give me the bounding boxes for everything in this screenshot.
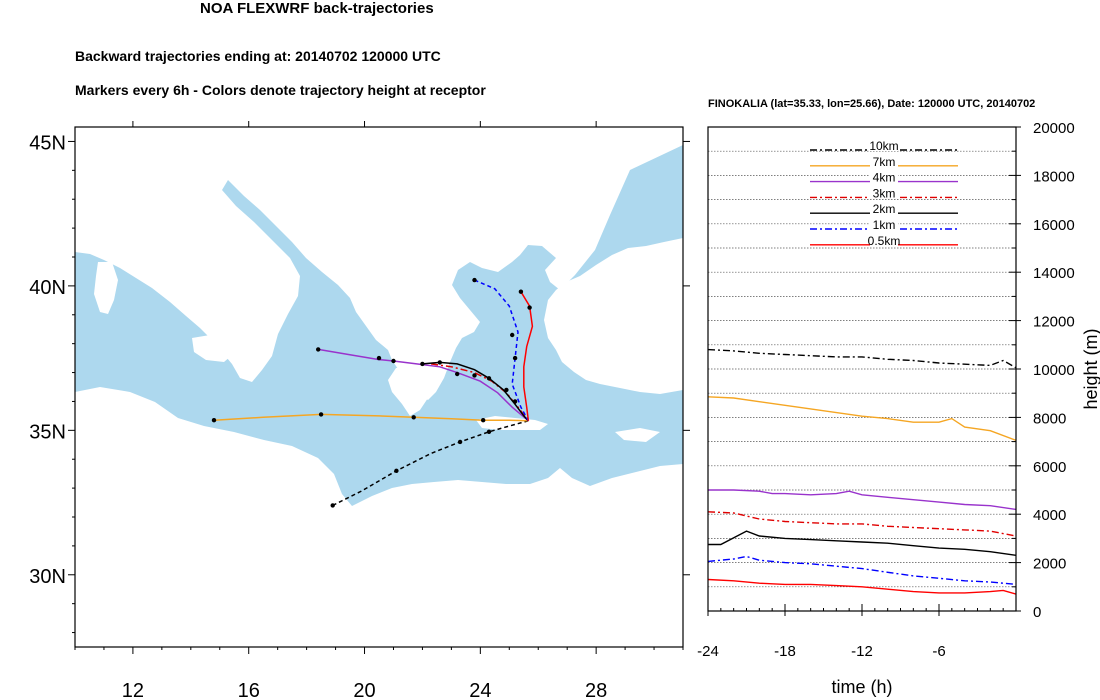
trajectory-marker	[512, 399, 518, 404]
height-x-tick-label: -18	[774, 643, 796, 660]
height-series-2km	[708, 530, 1016, 556]
trajectory-marker	[472, 373, 477, 378]
trajectory-marker	[457, 439, 463, 445]
legend-label-1km: 1km	[873, 218, 896, 232]
legend-label-3km: 3km	[873, 186, 896, 200]
trajectory-marker	[481, 418, 486, 423]
legend-label-10km: 10km	[869, 139, 898, 153]
land-north-africa	[75, 387, 683, 647]
trajectory-marker	[486, 429, 492, 434]
trajectory-marker	[211, 418, 217, 423]
trajectory-marker	[394, 468, 399, 473]
map-axes: 12 16 20 24 28 30N 35N 40N 45N	[29, 121, 690, 700]
height-panel: 0 2000 4000 6000 8000 10000 12000 14000 16000 180…	[697, 120, 1100, 697]
legend-label-bg	[870, 221, 898, 230]
legend-label-bg	[870, 173, 898, 183]
trajectory-10km	[332, 420, 529, 507]
legend-label-7km: 7km	[873, 155, 896, 169]
map-y-tick-label: 45N	[29, 132, 66, 154]
height-y-tick-label: 18000	[1033, 168, 1075, 185]
trajectory-lines	[211, 277, 534, 508]
trajectory-4km	[318, 348, 529, 422]
map-y-tick-label: 30N	[29, 566, 66, 588]
height-axes: 0 2000 4000 6000 8000 10000 12000 14000 16000 180…	[697, 120, 1075, 660]
trajectory-marker	[376, 355, 382, 361]
legend-label-bg	[870, 236, 898, 246]
subtitle-marker-info: Markers every 6h - Colors denote traject…	[75, 82, 486, 98]
land-cyprus	[615, 428, 660, 442]
map-y-tick-label: 35N	[29, 421, 66, 443]
trajectory-marker	[437, 360, 442, 365]
trajectory-marker	[391, 358, 396, 364]
land-corsica	[108, 236, 120, 258]
map-x-tick-label: 28	[585, 680, 607, 700]
height-gridlines	[708, 150, 1016, 588]
legend-label-2km: 2km	[873, 202, 896, 216]
trajectory-marker	[411, 415, 416, 420]
map-x-tick-label: 12	[122, 680, 144, 700]
height-series-0.5km	[708, 578, 1016, 595]
height-series-lines	[708, 348, 1016, 595]
trajectory-marker	[318, 412, 324, 417]
height-x-tick-label: -6	[932, 643, 945, 660]
land-anatolia	[544, 127, 683, 394]
height-series-4km	[708, 489, 1016, 511]
height-y-axis-label: height (m)	[1081, 328, 1100, 409]
trajectory-1km	[474, 279, 530, 422]
height-x-axis-label: time (h)	[831, 677, 892, 697]
land-peloponnese	[388, 366, 432, 416]
height-y-tick-label: 12000	[1033, 314, 1075, 331]
legend-label-bg	[870, 205, 898, 215]
legend-label-bg	[870, 189, 898, 199]
trajectory-marker	[472, 277, 477, 283]
trajectory-marker	[527, 305, 532, 310]
legend-label-0.5km: 0.5km	[868, 234, 901, 248]
height-x-tick-label: -24	[697, 643, 719, 660]
height-series-10km	[708, 348, 1016, 369]
trajectory-marker	[486, 376, 492, 381]
height-y-tick-label: 0	[1033, 604, 1041, 621]
legend-label-bg	[870, 142, 898, 151]
height-y-tick-label: 8000	[1033, 410, 1066, 427]
trajectory-marker	[455, 371, 460, 377]
height-y-tick-label: 10000	[1033, 362, 1075, 379]
map-frame	[74, 126, 684, 648]
trajectory-marker	[330, 503, 335, 508]
height-y-tick-label: 4000	[1033, 507, 1066, 524]
height-y-tick-label: 6000	[1033, 459, 1066, 476]
land-sicily	[192, 334, 240, 362]
height-y-tick-label: 16000	[1033, 217, 1075, 234]
legend-label-bg	[870, 157, 898, 167]
legend-label-4km: 4km	[873, 171, 896, 185]
land-sardinia	[94, 262, 118, 314]
map-x-tick-label: 16	[238, 680, 260, 700]
height-series-1km	[708, 555, 1016, 586]
subtitle-ending-time: Backward trajectories ending at: 2014070…	[75, 48, 441, 64]
height-y-tick-label: 20000	[1033, 120, 1075, 137]
trajectory-marker	[518, 289, 524, 294]
land-masses	[75, 127, 683, 647]
map-x-tick-label: 24	[469, 680, 491, 700]
trajectory-marker	[512, 355, 518, 361]
map-panel: 12 16 20 24 28 30N 35N 40N 45N	[29, 121, 690, 700]
height-y-tick-label: 2000	[1033, 556, 1066, 573]
height-plot-title: FINOKALIA (lat=35.33, lon=25.66), Date: …	[708, 98, 1036, 110]
height-series-3km	[708, 511, 1016, 537]
trajectory-marker	[420, 361, 425, 367]
trajectory-marker	[510, 332, 515, 338]
land-europe	[75, 127, 683, 400]
page-title: NOA FLEXWRF back-trajectories	[200, 0, 434, 17]
height-series-7km	[708, 396, 1016, 442]
trajectory-marker	[316, 347, 321, 352]
map-x-tick-label: 20	[353, 680, 375, 700]
map-y-tick-label: 40N	[29, 277, 66, 299]
height-x-tick-label: -12	[851, 643, 873, 660]
height-y-tick-label: 14000	[1033, 265, 1075, 282]
